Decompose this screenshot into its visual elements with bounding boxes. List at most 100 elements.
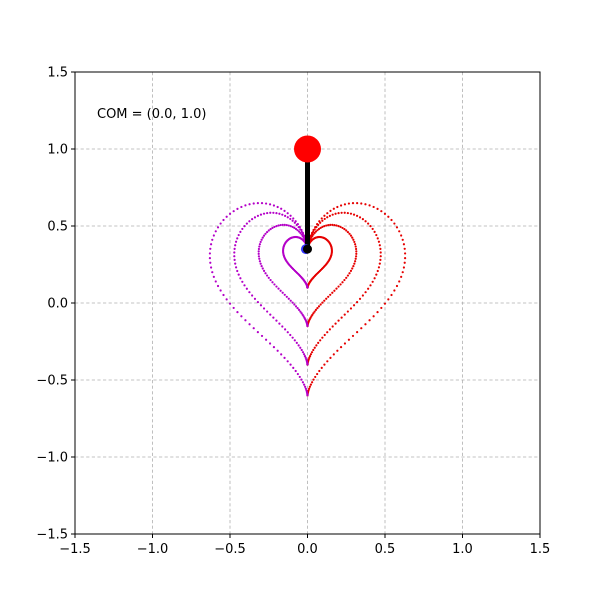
trace-point	[301, 313, 304, 316]
trace-point	[304, 356, 307, 359]
trace-point	[348, 232, 351, 235]
trace-point	[272, 316, 275, 319]
trace-point	[331, 213, 334, 216]
trace-point	[355, 300, 359, 304]
trace-point	[260, 334, 264, 338]
trace-point	[387, 215, 390, 218]
trace-point	[345, 229, 348, 232]
trace-point	[268, 342, 272, 345]
trace-point	[299, 310, 302, 313]
trace-point	[264, 272, 267, 275]
trace-point	[292, 217, 295, 220]
trace-point	[313, 346, 316, 349]
trace-point	[303, 383, 306, 386]
y-tick-label: 1.5	[47, 66, 68, 81]
trace-point	[302, 353, 306, 356]
trace-point	[264, 202, 268, 205]
trace-point	[299, 228, 302, 231]
trace-point	[329, 293, 332, 296]
trace-point	[393, 289, 396, 292]
trace-point	[393, 222, 396, 225]
trace-point	[349, 234, 353, 237]
trace-point	[319, 226, 322, 229]
trace-point	[276, 349, 279, 352]
trace-point	[319, 221, 322, 224]
trace-point	[211, 271, 214, 274]
trace-point	[352, 265, 355, 268]
trace-point	[318, 369, 321, 373]
trace-point	[317, 223, 320, 226]
trace-point	[316, 372, 319, 376]
trace-point	[323, 333, 326, 337]
trace-point	[301, 381, 304, 384]
trace-point	[296, 229, 299, 232]
trace-point	[402, 243, 406, 246]
trace-point	[351, 202, 355, 205]
trace-point	[320, 366, 323, 369]
x-tick-label: 0.5	[375, 542, 396, 557]
trace-point	[284, 214, 287, 217]
trace-point	[314, 230, 318, 233]
trace-point	[233, 255, 236, 258]
trace-point	[234, 266, 238, 269]
trace-point	[262, 307, 266, 310]
trace-point	[369, 225, 372, 228]
trace-point	[286, 212, 289, 215]
trace-point	[285, 224, 288, 227]
trace-point	[354, 243, 357, 246]
trace-point	[336, 205, 339, 209]
trace-point	[240, 205, 243, 209]
trace-point	[367, 222, 370, 225]
trace-point	[360, 202, 363, 205]
trace-point	[329, 223, 332, 227]
trace-point	[395, 226, 399, 229]
trace-point	[339, 283, 342, 286]
trace-point	[245, 287, 248, 290]
trace-point	[300, 233, 303, 236]
trace-point	[262, 269, 266, 273]
trace-point	[354, 257, 357, 260]
trace-point	[354, 260, 357, 263]
trace-point	[287, 297, 290, 300]
x-tick-label: −1.0	[137, 542, 169, 557]
x-tick-label: 0.0	[297, 542, 318, 557]
trace-point	[296, 372, 299, 376]
trace-point	[343, 228, 346, 231]
trace-point	[314, 375, 317, 379]
trace-point	[289, 225, 292, 228]
trace-point	[351, 334, 355, 338]
pendulum-pivot	[303, 244, 312, 254]
trace-point	[355, 214, 359, 217]
trace-point	[243, 225, 246, 228]
trace-point	[347, 338, 351, 341]
trace-point	[326, 216, 329, 219]
pendulum-bob	[294, 135, 321, 163]
trace-point	[352, 304, 356, 307]
trace-point	[281, 223, 284, 226]
trace-point	[295, 341, 298, 344]
trace-point	[291, 219, 294, 222]
trace-point	[278, 322, 281, 325]
trace-point	[305, 389, 308, 392]
trace-point	[212, 234, 215, 237]
trace-point	[375, 233, 378, 237]
trace-point	[289, 217, 292, 221]
trace-point	[373, 277, 376, 280]
trace-point	[251, 218, 254, 221]
trace-point	[332, 353, 335, 356]
trace-point	[279, 223, 282, 227]
trace-point	[372, 205, 375, 209]
trace-point	[281, 325, 284, 328]
trace-point	[390, 218, 393, 222]
trace-point	[292, 366, 295, 369]
trace-point	[225, 215, 228, 218]
trace-point	[271, 226, 274, 230]
trace-point	[300, 378, 303, 381]
trace-point	[383, 302, 387, 305]
trace-point	[294, 369, 297, 373]
trace-point	[258, 245, 261, 248]
trace-point	[346, 230, 350, 234]
trace-point	[323, 217, 326, 221]
trace-point	[267, 276, 270, 279]
